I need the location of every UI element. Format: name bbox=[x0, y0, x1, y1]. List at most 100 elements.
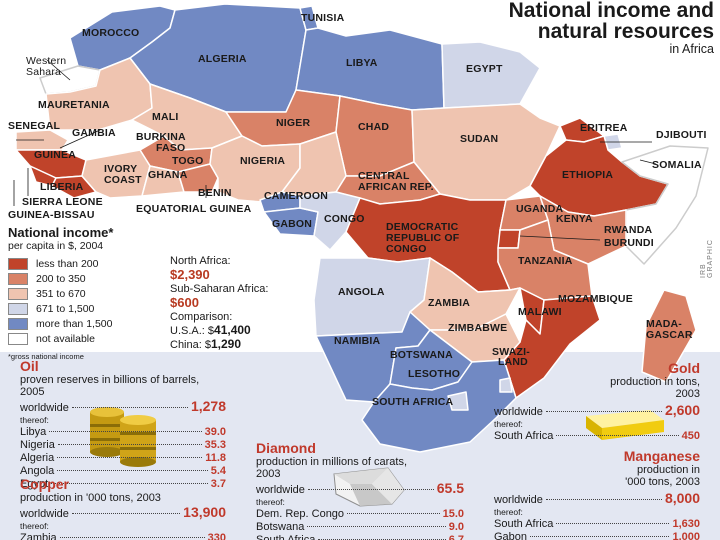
diamond-row-name: Botswana bbox=[256, 521, 305, 533]
label-guinea: GUINEA bbox=[34, 149, 76, 161]
legend-label: not available bbox=[36, 332, 95, 345]
oil-row-name: Algeria bbox=[20, 452, 55, 464]
oil-row: Libya 39.0 bbox=[20, 426, 226, 439]
legend-item: less than 200 bbox=[8, 256, 178, 271]
label-faso: FASO bbox=[156, 142, 185, 154]
gold-desc-1: production in tons, bbox=[610, 376, 700, 388]
diamond-row-value: 15.0 bbox=[442, 508, 464, 520]
diamond-desc-2: 2003 bbox=[256, 468, 281, 480]
label-ivory: IVORY bbox=[104, 163, 137, 175]
page-subtitle: in Africa bbox=[669, 42, 714, 56]
label-eritrea: ERITREA bbox=[580, 122, 628, 134]
legend-heading: National income* bbox=[8, 225, 114, 240]
manganese-desc-2: '000 tons, 2003 bbox=[625, 476, 700, 488]
label-congo: CONGO bbox=[324, 213, 365, 225]
oil-row: Angola 5.4 bbox=[20, 465, 226, 478]
label-mozambique: MOZAMBIQUE bbox=[558, 293, 633, 305]
manganese-title: Manganese bbox=[623, 448, 700, 464]
gold-row: South Africa 450 bbox=[494, 430, 700, 443]
manganese-rows: South Africa 1,630 Gabon 1,000 bbox=[494, 518, 700, 540]
label-zambia: ZAMBIA bbox=[428, 297, 470, 309]
label-south-africa: SOUTH AFRICA bbox=[372, 396, 454, 408]
leader-lines bbox=[13, 59, 657, 241]
manganese-row-value: 1,000 bbox=[672, 531, 700, 540]
label-coast: COAST bbox=[104, 174, 142, 186]
copper-row: Zambia 330 bbox=[20, 532, 226, 540]
legend: National income* per capita in $, 2004 l… bbox=[8, 225, 178, 361]
legend-item: not available bbox=[8, 331, 178, 346]
manganese-row: Gabon 1,000 bbox=[494, 531, 700, 540]
subsaharan-value: 600 bbox=[177, 295, 199, 310]
diamond-block: Diamond production in millions of carats… bbox=[256, 440, 464, 540]
copper-worldwide-value: 13,900 bbox=[183, 504, 226, 520]
label-namibia: NAMIBIA bbox=[334, 335, 381, 347]
legend-subheading: per capita in $, 2004 bbox=[8, 240, 104, 252]
country-madagascar bbox=[641, 289, 697, 383]
diamond-title: Diamond bbox=[256, 440, 316, 456]
gold-title: Gold bbox=[668, 360, 700, 376]
country-chad bbox=[335, 95, 415, 177]
gold-worldwide-label: worldwide bbox=[494, 406, 543, 418]
oil-thereof: thereof: bbox=[20, 415, 49, 425]
label-malawi: MALAWI bbox=[518, 306, 562, 318]
label-tanzania: TANZANIA bbox=[518, 255, 573, 267]
label-tunisia: TUNISIA bbox=[301, 12, 345, 24]
legend-label: more than 1,500 bbox=[36, 317, 113, 330]
manganese-row-value: 1,630 bbox=[672, 518, 700, 530]
label-libya: LIBYA bbox=[346, 57, 378, 69]
diamond-worldwide-label: worldwide bbox=[256, 484, 305, 496]
oil-block: Oil proven reserves in billions of barre… bbox=[20, 358, 226, 491]
north-africa-currency: $ bbox=[170, 267, 178, 282]
label-togo: TOGO bbox=[172, 155, 204, 167]
gold-rows: South Africa 450 bbox=[494, 430, 700, 443]
usa-value: 41,400 bbox=[214, 323, 251, 337]
manganese-desc-1: production in bbox=[637, 464, 700, 476]
label-benin: BENIN bbox=[198, 187, 232, 199]
label-central: CENTRAL bbox=[358, 170, 410, 182]
label-drc-1: DEMOCRATIC bbox=[386, 221, 459, 233]
page-title: National income and natural resources bbox=[508, 0, 714, 43]
gold-row-name: South Africa bbox=[494, 430, 554, 442]
label-gabon: GABON bbox=[272, 218, 312, 230]
copper-rows: Zambia 330 bbox=[20, 532, 226, 540]
oil-row-name: Angola bbox=[20, 465, 55, 477]
diamond-row: Botswana 9.0 bbox=[256, 521, 464, 534]
oil-barrels-icon bbox=[90, 407, 156, 467]
oil-row-value: 11.8 bbox=[205, 452, 226, 464]
label-swaziland-1: SWAZI- bbox=[492, 346, 530, 358]
copper-thereof: thereof: bbox=[20, 521, 49, 531]
oil-row: Algeria 11.8 bbox=[20, 452, 226, 465]
gold-worldwide-value: 2,600 bbox=[664, 402, 700, 418]
legend-swatch bbox=[8, 332, 28, 345]
label-swaziland-2: LAND bbox=[498, 356, 528, 368]
diamond-row-value: 6.7 bbox=[448, 534, 464, 540]
oil-row: Nigeria 35.3 bbox=[20, 439, 226, 452]
manganese-row-name: South Africa bbox=[494, 518, 554, 530]
label-mauretania: MAURETANIA bbox=[38, 99, 110, 111]
diamond-rows: Dem. Rep. Congo 15.0 Botswana 9.0 South Afri… bbox=[256, 508, 464, 540]
label-uganda: UGANDA bbox=[516, 203, 563, 215]
copper-title: Copper bbox=[20, 476, 69, 492]
label-cameroon: CAMEROON bbox=[264, 190, 328, 202]
legend-swatch bbox=[8, 287, 28, 300]
manganese-row: South Africa 1,630 bbox=[494, 518, 700, 531]
subsaharan-currency: $ bbox=[170, 295, 178, 310]
legend-label: less than 200 bbox=[36, 257, 99, 270]
label-drc-2: REPUBLIC OF bbox=[386, 232, 460, 244]
country-swaziland bbox=[499, 377, 513, 393]
manganese-thereof: thereof: bbox=[494, 507, 523, 517]
label-djibouti: DJIBOUTI bbox=[656, 129, 707, 141]
oil-row-name: Egypt bbox=[20, 478, 49, 490]
oil-desc: proven reserves in billions of barrels, … bbox=[20, 374, 200, 398]
legend-label: 351 to 670 bbox=[36, 287, 86, 300]
comparison-label: Comparison: bbox=[170, 311, 233, 323]
label-morocco: MOROCCO bbox=[82, 27, 139, 39]
label-zimbabwe: ZIMBABWE bbox=[448, 322, 507, 334]
copper-worldwide-label: worldwide bbox=[20, 508, 69, 520]
manganese-row-name: Gabon bbox=[494, 531, 528, 540]
label-burkina: BURKINA bbox=[136, 131, 186, 143]
graphic-credit: IRB GRAPHIC bbox=[700, 239, 714, 278]
label-gambia: GAMBIA bbox=[72, 127, 116, 139]
